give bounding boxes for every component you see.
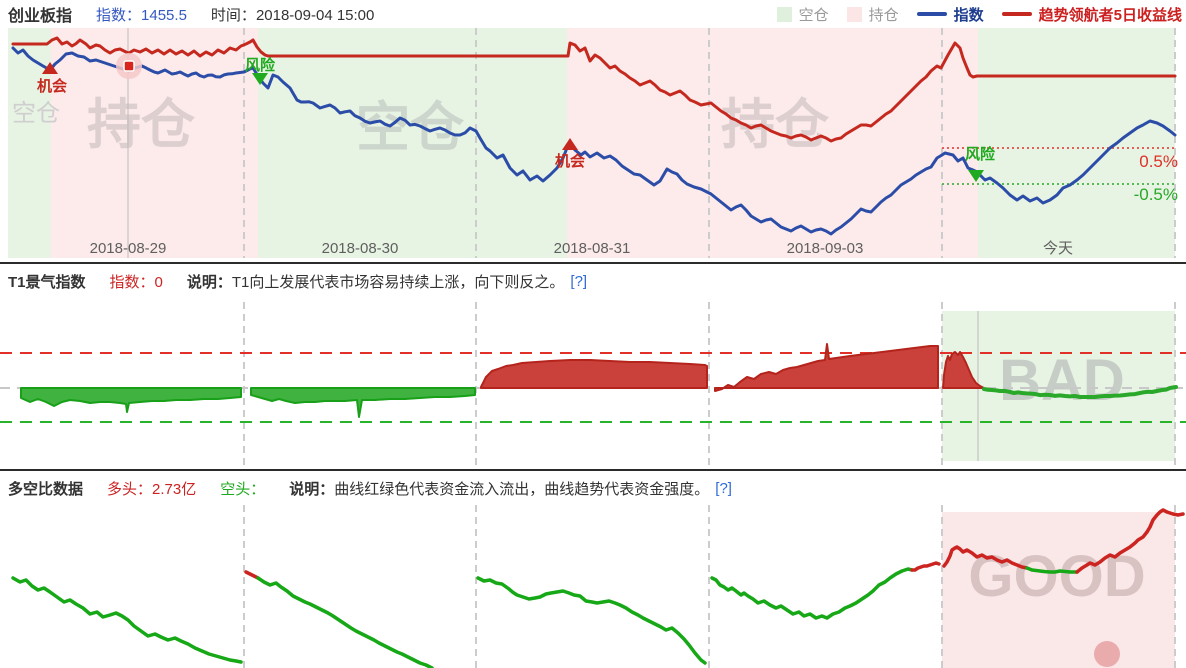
trend-5day-return-line	[11, 36, 1177, 143]
x-axis-date-label: 2018-08-29	[90, 240, 167, 257]
watermark-label: 持仓	[721, 95, 830, 155]
legend-swatch	[846, 6, 862, 22]
long-short-title: 多空比数据	[8, 480, 84, 498]
legend-item[interactable]: 趋势领航者5日收益线	[1001, 4, 1182, 25]
chart-legend: 空仓 持仓 指数 趋势领航者5日收益线	[759, 0, 1182, 28]
t1-negative-area	[250, 387, 476, 418]
t1-title: T1景气指数	[8, 274, 86, 291]
legend-label: 空仓	[798, 6, 829, 24]
t1-positive-area	[942, 351, 985, 389]
x-axis-date-label: 2018-08-30	[322, 240, 399, 257]
x-axis-date-label: 今天	[1043, 240, 1073, 257]
flat-zone	[978, 28, 1175, 258]
long-short-chart: GOOD	[11, 505, 1185, 668]
fund-flow-outflow	[11, 576, 243, 664]
panel-divider	[0, 469, 1186, 471]
long-value: 多头：2.73亿	[107, 480, 197, 498]
watermark-label: 持仓	[87, 95, 196, 155]
watermark-label: BAD	[999, 348, 1125, 413]
index-value: 指数：1455.5	[96, 6, 187, 24]
long-short-description: 说明：曲线红绿色代表资金流入流出，曲线趋势代表资金强度。	[289, 480, 710, 498]
legend-label: 持仓	[868, 6, 899, 24]
legend-line-sample	[916, 12, 947, 16]
t1-positive-area	[480, 359, 708, 389]
buy-signal-marker	[42, 62, 58, 74]
fund-flow-inflow	[942, 545, 1029, 570]
watermark-label: 空仓	[356, 98, 465, 158]
sell-signal-marker	[968, 170, 984, 182]
short-value: 空头：	[220, 480, 266, 498]
hold-zone	[51, 28, 258, 258]
t1-flat-line	[982, 385, 1178, 399]
legend-label: 指数	[953, 6, 984, 24]
panel-divider	[0, 262, 1186, 264]
long-short-header: 多空比数据 多头：2.73亿 空头： 说明：曲线红绿色代表资金流入流出，曲线趋势…	[0, 471, 1186, 505]
legend-item[interactable]: 持仓	[846, 4, 899, 25]
sell-signal-label: 风险	[965, 145, 996, 163]
fund-flow-outflow	[476, 576, 707, 665]
flat-zone	[258, 28, 567, 258]
buy-signal-label: 机会	[37, 77, 67, 95]
fund-flow-outflow	[256, 576, 434, 668]
sell-signal-label: 风险	[245, 56, 276, 74]
long-short-help-link[interactable]: [?]	[715, 479, 732, 497]
index-chart-header: 创业板指 指数：1455.5 时间：2018-09-04 15:00	[0, 0, 1186, 28]
x-axis-date-label: 2018-08-31	[554, 240, 631, 257]
legend-item[interactable]: 指数	[916, 4, 984, 25]
buy-signal-marker	[562, 138, 578, 150]
plus-half-pct-label: 0.5%	[1139, 152, 1178, 171]
fund-flow-inflow	[910, 561, 941, 572]
t1-chart-header: T1景气指数 指数：0 说明：T1向上发展代表市场容易持续上涨，向下则反之。 […	[0, 263, 1186, 300]
t1-index-value: 指数：0	[109, 274, 163, 291]
page-title: 创业板指	[8, 8, 73, 25]
t1-chart: BAD	[0, 302, 1186, 467]
sell-signal-marker	[252, 73, 268, 85]
t1-help-link[interactable]: [?]	[570, 273, 588, 290]
t1-positive-area	[714, 343, 939, 392]
watermark-label: 空仓	[12, 100, 60, 127]
fund-flow-inflow	[1075, 508, 1185, 574]
legend-line-sample	[1001, 12, 1032, 16]
good-zone	[942, 512, 1175, 668]
legend-item[interactable]: 空仓	[776, 4, 829, 25]
legend-swatch	[776, 6, 792, 22]
fund-flow-outflow	[1025, 566, 1079, 574]
legend-label: 趋势领航者5日收益线	[1038, 6, 1182, 24]
t1-negative-area	[20, 387, 242, 413]
buy-signal-label: 机会	[555, 152, 585, 170]
fund-flow-inflow	[244, 570, 260, 580]
flat-zone	[8, 28, 51, 258]
t1-description: 说明：T1向上发展代表市场容易持续上涨，向下则反之。	[186, 274, 565, 291]
dot-signal-marker	[123, 60, 135, 72]
x-axis-date-label: 2018-09-03	[787, 240, 864, 257]
fund-flow-outflow	[710, 567, 914, 620]
fund-dot-marker	[1094, 641, 1120, 667]
time-value: 时间：2018-09-04 15:00	[210, 6, 375, 24]
minus-half-pct-label: -0.5%	[1134, 185, 1178, 204]
